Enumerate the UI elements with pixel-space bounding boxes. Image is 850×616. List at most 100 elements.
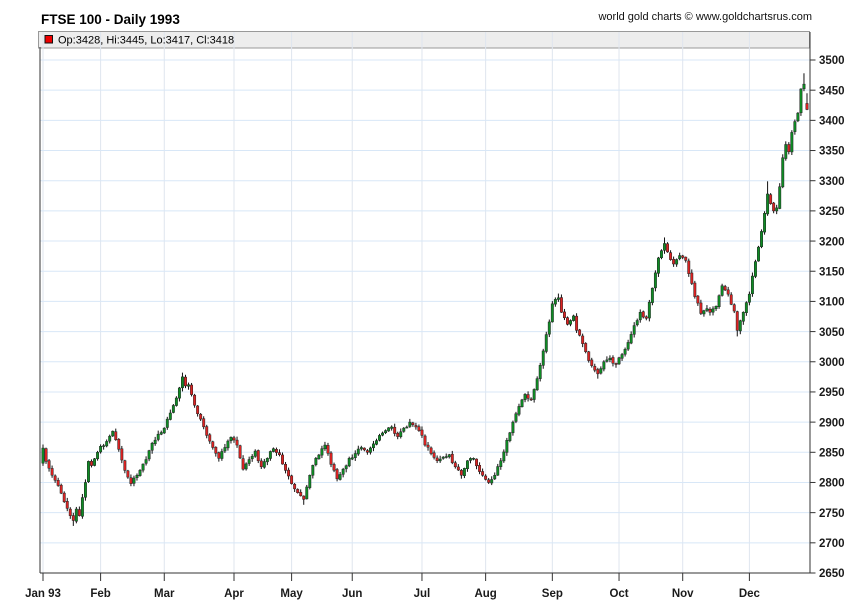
- candlestick: [541, 348, 545, 369]
- candle-body-up: [405, 426, 409, 429]
- candlestick: [308, 474, 312, 490]
- candlestick: [453, 460, 457, 469]
- candlestick: [744, 301, 748, 316]
- candle-body-down: [787, 144, 791, 152]
- candlestick: [499, 458, 503, 470]
- candlestick: [90, 459, 93, 468]
- candle-body-down: [690, 272, 694, 284]
- candlestick: [62, 491, 66, 503]
- candlestick: [135, 473, 139, 481]
- candlestick: [65, 497, 69, 512]
- candle-body-down: [329, 452, 333, 465]
- candlestick: [666, 242, 669, 253]
- candle-body-down: [559, 297, 563, 313]
- candlestick: [611, 355, 615, 367]
- y-tick-label: 3400: [819, 116, 845, 128]
- candle-body-up: [387, 427, 391, 432]
- y-tick-label: 2750: [819, 508, 845, 520]
- candle-body-down: [126, 470, 130, 478]
- candlestick: [420, 426, 424, 438]
- candle-body-down: [290, 475, 294, 484]
- candlestick: [487, 477, 491, 484]
- candlestick: [475, 458, 478, 470]
- candle-body-up: [93, 458, 96, 466]
- candle-body-down: [478, 465, 482, 472]
- candlestick: [447, 453, 451, 459]
- candlestick: [750, 272, 754, 297]
- candle-body-up: [220, 451, 224, 459]
- candle-body-up: [508, 432, 512, 441]
- candle-body-down: [684, 256, 688, 261]
- candlestick: [71, 512, 75, 526]
- candlestick: [663, 237, 666, 254]
- candlestick: [787, 142, 791, 155]
- candle-body-down: [326, 445, 330, 454]
- legend-content: Op:3428, Hi:3445, Lo:3417, Cl:3418: [44, 35, 234, 47]
- candle-body-down: [256, 450, 260, 462]
- candlestick: [244, 462, 248, 471]
- candlestick: [293, 482, 297, 493]
- candle-body-up: [368, 447, 372, 453]
- candle-body-down: [596, 369, 600, 375]
- candlestick: [381, 431, 385, 437]
- candle-body-down: [202, 418, 206, 428]
- candle-body-down: [696, 295, 700, 304]
- candlestick: [772, 201, 776, 214]
- candle-body-up: [763, 213, 767, 233]
- candlestick: [41, 444, 45, 466]
- candle-body-up: [132, 477, 136, 484]
- candlestick: [302, 495, 306, 505]
- candlestick: [162, 427, 166, 434]
- candlestick: [432, 450, 436, 460]
- candles-layer: [41, 73, 809, 526]
- candle-body-down: [729, 294, 733, 305]
- candlestick: [675, 258, 679, 267]
- candlestick: [684, 256, 688, 263]
- candlestick: [714, 305, 718, 311]
- candle-body-up: [632, 325, 636, 335]
- x-tick-label: Feb: [90, 588, 110, 600]
- candle-body-down: [687, 260, 691, 274]
- candlestick: [441, 456, 445, 460]
- candlestick: [396, 431, 400, 440]
- candlestick: [271, 447, 275, 453]
- candlestick: [177, 386, 181, 402]
- candle-body-down: [593, 366, 597, 371]
- candlestick: [153, 436, 157, 446]
- candlestick: [687, 258, 691, 277]
- chart-title: FTSE 100 - Daily 1993: [41, 12, 180, 27]
- candlestick: [757, 245, 760, 262]
- candlestick: [368, 446, 372, 455]
- candle-body-up: [102, 445, 106, 447]
- candle-body-down: [211, 441, 215, 448]
- candlestick: [711, 306, 715, 316]
- candlestick: [459, 468, 463, 479]
- candle-body-up: [714, 305, 718, 309]
- candlestick: [450, 450, 454, 465]
- candlestick: [456, 464, 460, 471]
- candlestick: [726, 286, 730, 297]
- candle-body-up: [675, 259, 679, 265]
- candlestick: [732, 303, 736, 314]
- candle-body-down: [420, 429, 424, 436]
- candle-body-up: [520, 399, 524, 408]
- candlestick: [735, 310, 739, 337]
- candle-body-up: [317, 454, 321, 460]
- candle-body-up: [754, 261, 757, 277]
- y-tick-label: 2950: [819, 387, 845, 399]
- candle-body-up: [626, 342, 630, 350]
- x-tick-label: May: [280, 588, 303, 600]
- candle-body-up: [757, 246, 760, 262]
- candle-body-down: [365, 450, 369, 453]
- candle-body-up: [660, 250, 663, 258]
- candlestick: [235, 436, 239, 448]
- candle-body-down: [475, 458, 478, 467]
- candlestick: [532, 388, 536, 403]
- candle-body-up: [168, 412, 172, 420]
- y-tick-label: 3150: [819, 266, 845, 278]
- y-tick-label: 2800: [819, 478, 845, 490]
- candlestick: [226, 439, 230, 451]
- candle-body-down: [526, 394, 530, 399]
- candle-body-up: [541, 350, 545, 366]
- candlestick: [144, 456, 148, 466]
